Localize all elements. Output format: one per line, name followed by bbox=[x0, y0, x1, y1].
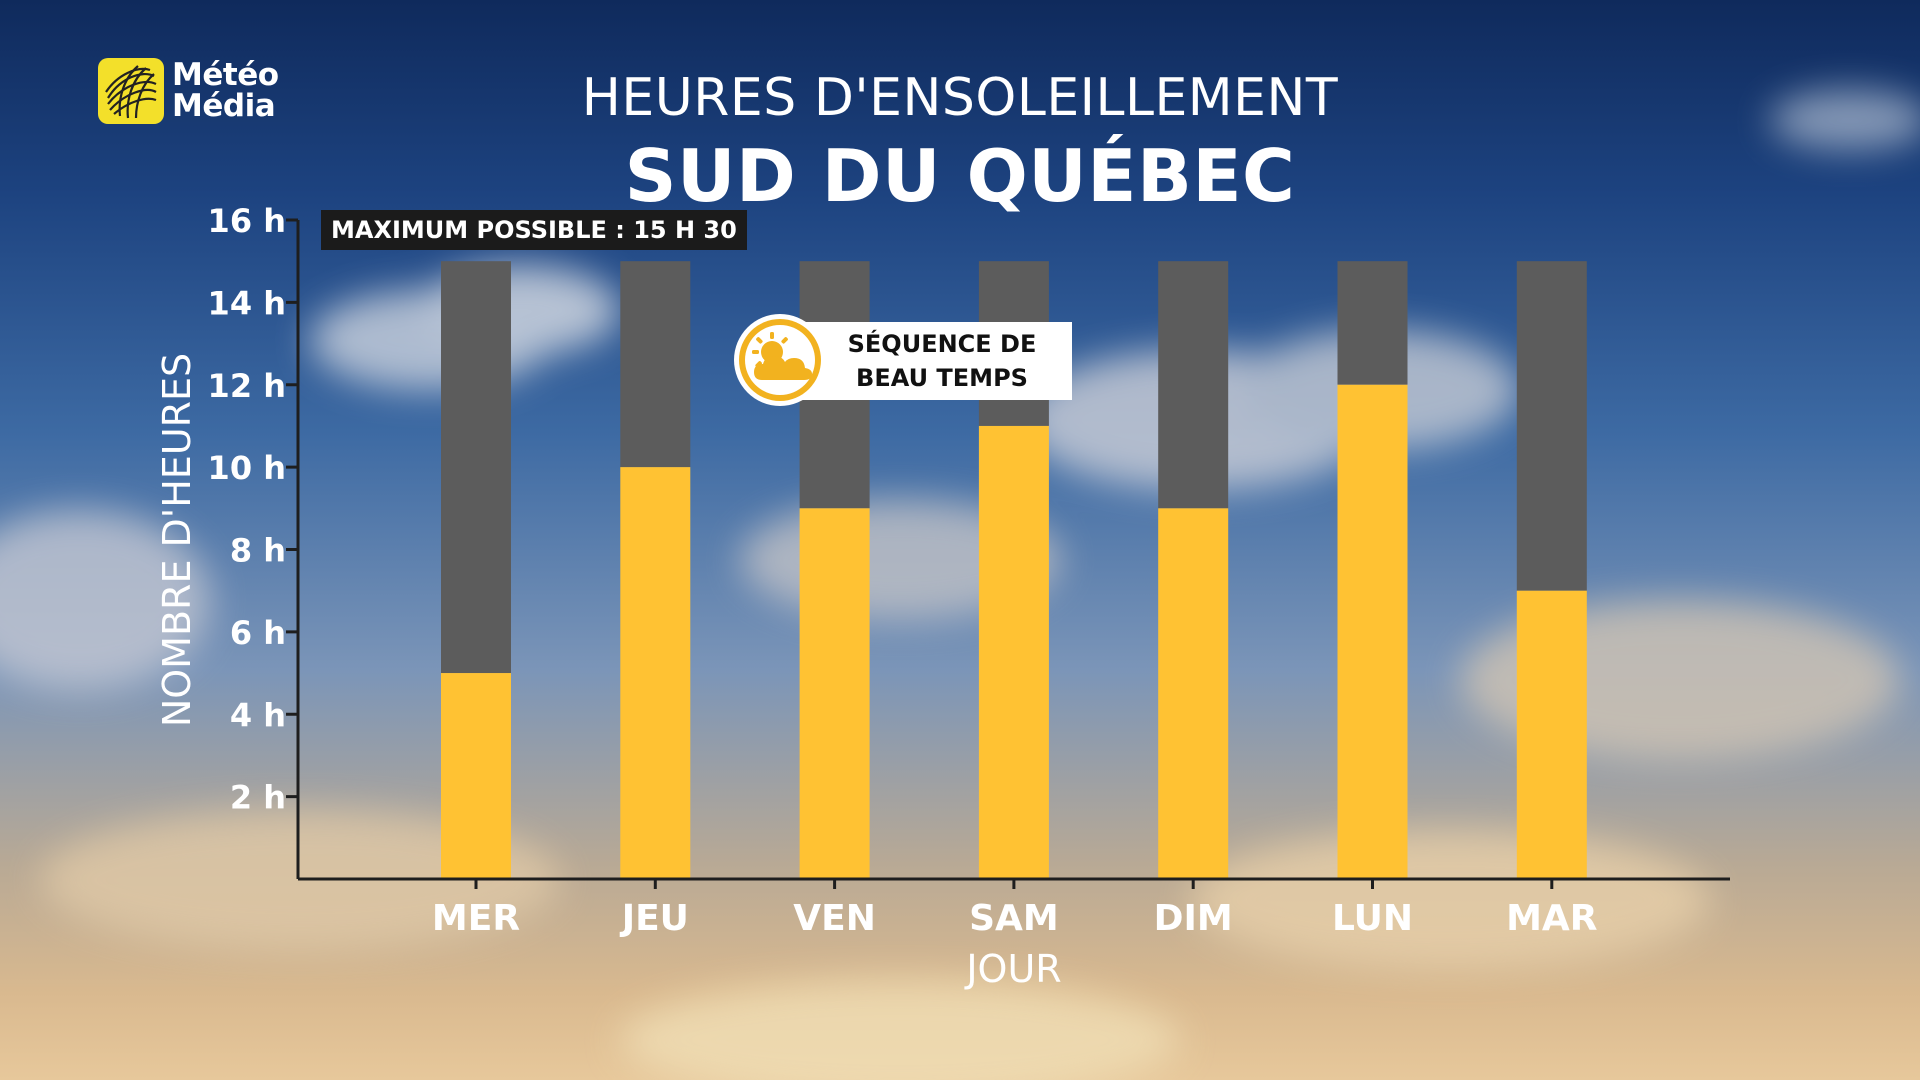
bar-remaining-jeu bbox=[620, 261, 691, 468]
x-tick-label: DIM bbox=[1154, 898, 1233, 939]
x-tick-label: MER bbox=[432, 898, 520, 939]
logo-wordmark: Météo Média bbox=[172, 60, 279, 122]
y-axis-title: NOMBRE D'HEURES bbox=[155, 353, 199, 727]
y-tick-label: 4 h bbox=[230, 696, 286, 734]
bar-remaining-dim bbox=[1158, 261, 1229, 509]
logo-line1: Météo bbox=[172, 57, 279, 93]
y-tick-label: 10 h bbox=[208, 449, 286, 487]
x-tick-label: SAM bbox=[969, 898, 1059, 939]
bar-sunshine-mar bbox=[1516, 590, 1587, 879]
bar-remaining-mer bbox=[441, 261, 511, 674]
bar-sunshine-mer bbox=[441, 673, 511, 879]
x-tick-label: VEN bbox=[793, 898, 876, 939]
y-tick-label: 14 h bbox=[208, 284, 286, 322]
bar-sunshine-sam bbox=[978, 425, 1049, 879]
bar-sunshine-lun bbox=[1337, 384, 1408, 879]
callout-label: SÉQUENCE DE BEAU TEMPS bbox=[812, 322, 1072, 400]
bar-remaining-mar bbox=[1516, 261, 1587, 591]
x-tick-label: JEU bbox=[619, 898, 689, 939]
x-axis-title: JOUR bbox=[964, 947, 1061, 991]
callout-line2: BEAU TEMPS bbox=[856, 364, 1028, 392]
y-tick-label: 8 h bbox=[230, 532, 286, 570]
max-possible-badge: MAXIMUM POSSIBLE : 15 H 30 bbox=[321, 210, 747, 250]
chart-region: SUD DU QUÉBEC bbox=[624, 134, 1296, 218]
y-tick-label: 12 h bbox=[208, 367, 286, 405]
logo-line2: Média bbox=[172, 88, 276, 124]
x-tick-label: LUN bbox=[1332, 898, 1413, 939]
callout-line1: SÉQUENCE DE bbox=[847, 330, 1037, 358]
bar-sunshine-ven bbox=[799, 508, 870, 879]
meteomedia-logo: Météo Média bbox=[98, 58, 279, 124]
sun-cloud-icon bbox=[734, 314, 826, 406]
y-tick-label: 6 h bbox=[230, 614, 286, 652]
bar-sunshine-jeu bbox=[620, 467, 691, 879]
bar-sunshine-dim bbox=[1158, 508, 1229, 879]
globe-logo-icon bbox=[98, 58, 164, 124]
x-tick-label: MAR bbox=[1506, 898, 1597, 939]
bar-remaining-lun bbox=[1337, 261, 1408, 385]
y-tick-label: 16 h bbox=[208, 202, 286, 240]
y-tick-label: 2 h bbox=[230, 779, 286, 817]
chart-title: HEURES D'ENSOLEILLEMENT bbox=[581, 68, 1339, 128]
